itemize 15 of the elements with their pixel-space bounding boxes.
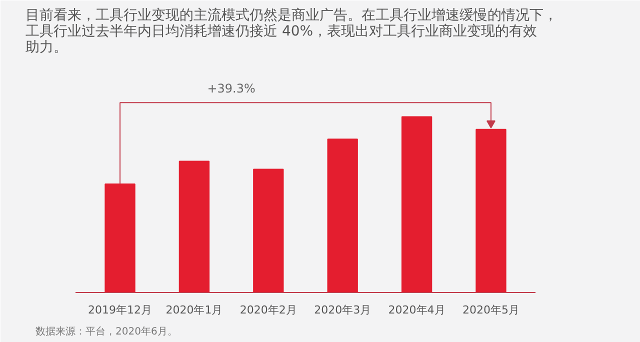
- bar: [327, 138, 358, 292]
- x-tick-label: 2019年12月: [88, 304, 152, 316]
- x-tick-label: 2020年3月: [314, 304, 372, 316]
- bar: [476, 128, 506, 292]
- chart-title: 目前看来，工具行业变现的主流模式仍然是商业广告。在工具行业增速缓慢的情况下，工具行业过去半年内日均消耗增速仍接近 40%，表现出对工具行业商业变现的有效助力。: [26, 8, 558, 56]
- bar: [104, 184, 136, 292]
- x-tick-label: 2020年5月: [462, 304, 520, 316]
- bar: [178, 160, 210, 292]
- source-note: 数据来源：平台，2020年6月。: [36, 326, 178, 338]
- x-tick-label: 2020年1月: [166, 304, 223, 316]
- text: +39.3%: [207, 82, 256, 96]
- x-tick-label: 2020年2月: [240, 304, 297, 316]
- bar: [253, 168, 284, 292]
- bar: [401, 116, 432, 292]
- x-tick-label: 2020年4月: [388, 304, 446, 316]
